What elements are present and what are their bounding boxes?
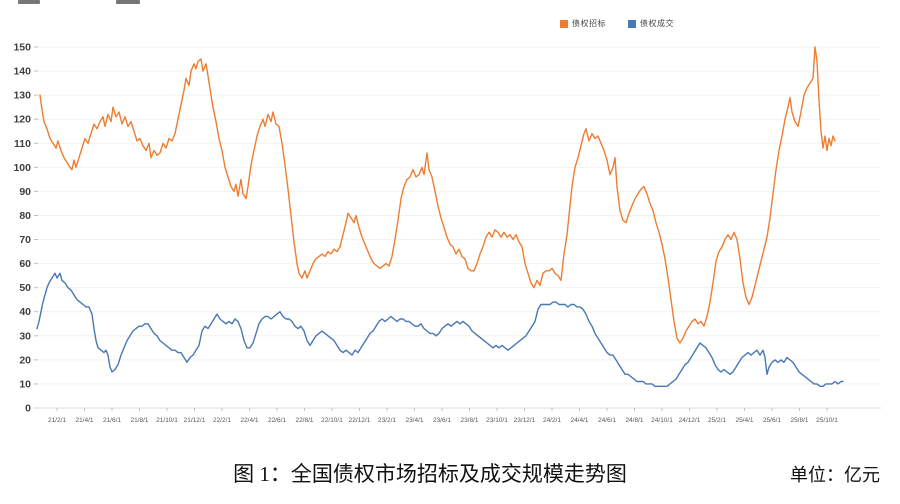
x-tick-label: 22/10/1 xyxy=(321,417,343,424)
y-tick-label: 140 xyxy=(13,66,31,78)
x-tick-label: 21/12/1 xyxy=(184,417,206,424)
y-tick-label: 0 xyxy=(25,403,31,415)
cropped-text-artifact xyxy=(18,0,40,4)
x-tick-label: 23/8/1 xyxy=(460,417,478,424)
y-tick-label: 150 xyxy=(13,42,31,54)
deal-series-swatch xyxy=(628,19,636,28)
unit-label: 单位：亿元 xyxy=(790,465,880,485)
x-tick-label: 21/6/1 xyxy=(103,417,121,424)
x-tick-label: 25/10/1 xyxy=(816,417,838,424)
x-tick-label: 23/2/1 xyxy=(378,417,396,424)
y-tick-label: 100 xyxy=(13,162,31,174)
x-tick-label: 24/4/1 xyxy=(570,417,588,424)
x-tick-label: 21/8/1 xyxy=(130,417,148,424)
x-tick-label: 22/6/1 xyxy=(268,417,286,424)
x-tick-label: 23/10/1 xyxy=(486,417,508,424)
y-tick-label: 130 xyxy=(13,90,31,102)
y-tick-label: 90 xyxy=(19,186,31,198)
figure-caption: 图 1：全国债权市场招标及成交规模走势图 xyxy=(233,462,627,486)
x-tick-label: 23/12/1 xyxy=(514,417,536,424)
x-tick-label: 21/4/1 xyxy=(75,417,93,424)
y-tick-label: 50 xyxy=(19,282,31,294)
cropped-text-artifact xyxy=(116,0,140,4)
y-tick-label: 10 xyxy=(19,378,31,390)
deal-series-label: 债权成交 xyxy=(640,19,674,28)
x-tick-label: 25/8/1 xyxy=(790,417,808,424)
x-tick-label: 22/2/1 xyxy=(213,417,231,424)
x-tick-label: 23/6/1 xyxy=(433,417,451,424)
y-tick-label: 80 xyxy=(19,210,31,222)
bid-series-line xyxy=(39,46,836,344)
x-tick-label: 21/10/1 xyxy=(156,417,178,424)
y-tick-label: 20 xyxy=(19,354,31,366)
y-tick-label: 120 xyxy=(13,114,31,126)
x-tick-label: 24/6/1 xyxy=(598,417,616,424)
x-tick-label: 24/10/1 xyxy=(651,417,673,424)
x-tick-label: 24/8/1 xyxy=(625,417,643,424)
caption-row: 图 1：全国债权市场招标及成交规模走势图 单位：亿元 xyxy=(0,452,900,492)
x-tick-label: 24/2/1 xyxy=(543,417,561,424)
x-tick-label: 25/4/1 xyxy=(735,417,753,424)
y-tick-label: 40 xyxy=(19,306,31,318)
x-tick-label: 22/4/1 xyxy=(240,417,258,424)
y-tick-label: 30 xyxy=(19,330,31,342)
deal-series-line xyxy=(36,272,844,387)
x-tick-label: 25/2/1 xyxy=(708,417,726,424)
legend-item-bid: 债权招标 xyxy=(560,18,606,29)
y-tick-label: 110 xyxy=(14,138,31,150)
x-tick-label: 24/12/1 xyxy=(679,417,701,424)
x-tick-label: 25/6/1 xyxy=(763,417,781,424)
x-tick-label: 23/4/1 xyxy=(405,417,423,424)
y-tick-label: 60 xyxy=(19,258,31,270)
x-tick-label: 22/8/1 xyxy=(295,417,313,424)
x-tick-label: 21/2/1 xyxy=(48,417,66,424)
bid-series-label: 债权招标 xyxy=(572,19,606,28)
y-tick-label: 70 xyxy=(19,234,31,246)
bid-series-swatch xyxy=(560,19,568,28)
x-tick-label: 22/12/1 xyxy=(349,417,371,424)
legend-item-deal: 债权成交 xyxy=(628,18,674,29)
chart-legend: 债权招标 债权成交 xyxy=(560,18,674,29)
trend-chart: 0 10 20 30 40 50 60 70 80 90 100 110 120 130 140 150 21/… xyxy=(13,42,881,424)
